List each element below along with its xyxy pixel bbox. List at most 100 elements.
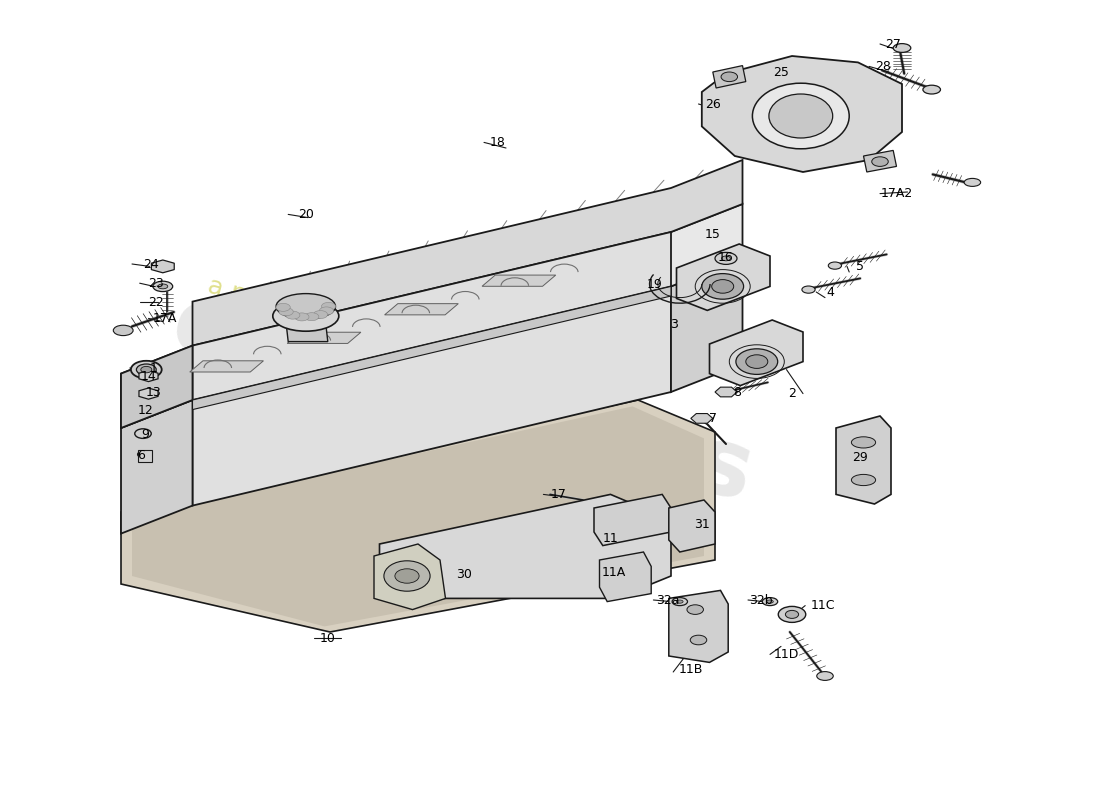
Ellipse shape <box>158 284 167 289</box>
Ellipse shape <box>712 280 734 293</box>
Polygon shape <box>287 332 361 343</box>
Ellipse shape <box>286 311 300 319</box>
Ellipse shape <box>295 313 309 321</box>
Text: 31: 31 <box>694 518 710 530</box>
Polygon shape <box>132 406 704 626</box>
Text: eurospares: eurospares <box>162 278 762 522</box>
Ellipse shape <box>851 474 876 486</box>
Ellipse shape <box>769 94 833 138</box>
Text: 28: 28 <box>876 60 891 73</box>
Ellipse shape <box>736 349 778 374</box>
Ellipse shape <box>314 310 328 318</box>
Text: 10: 10 <box>320 632 336 645</box>
Text: 4: 4 <box>826 286 835 298</box>
Polygon shape <box>713 66 746 88</box>
Polygon shape <box>676 244 770 310</box>
Text: 5: 5 <box>856 260 865 273</box>
Ellipse shape <box>153 281 173 291</box>
Text: 26: 26 <box>705 98 720 110</box>
Polygon shape <box>710 320 803 386</box>
Ellipse shape <box>828 262 842 269</box>
Ellipse shape <box>305 313 319 321</box>
Text: 17: 17 <box>551 488 566 501</box>
Text: 19: 19 <box>647 278 662 290</box>
Text: 25: 25 <box>773 66 789 78</box>
Ellipse shape <box>702 274 744 299</box>
Ellipse shape <box>136 364 156 375</box>
Text: 17A: 17A <box>153 312 177 325</box>
Polygon shape <box>121 346 192 428</box>
Ellipse shape <box>686 605 704 614</box>
Ellipse shape <box>767 600 773 603</box>
Ellipse shape <box>785 610 799 618</box>
Polygon shape <box>864 150 896 172</box>
Ellipse shape <box>672 598 688 606</box>
Text: 13: 13 <box>146 386 162 398</box>
Text: 27: 27 <box>886 38 901 50</box>
Polygon shape <box>374 544 446 610</box>
Text: 11B: 11B <box>679 663 703 676</box>
Ellipse shape <box>384 561 430 591</box>
Polygon shape <box>139 370 158 382</box>
Ellipse shape <box>395 569 419 583</box>
Ellipse shape <box>691 635 706 645</box>
Polygon shape <box>121 400 715 632</box>
Text: 29: 29 <box>852 451 868 464</box>
Text: 6: 6 <box>136 450 145 462</box>
Polygon shape <box>702 56 902 172</box>
Ellipse shape <box>319 307 333 315</box>
Text: 11D: 11D <box>773 648 800 661</box>
Ellipse shape <box>141 366 152 373</box>
Ellipse shape <box>134 429 152 438</box>
Polygon shape <box>192 286 671 506</box>
Text: 15: 15 <box>705 228 720 241</box>
Ellipse shape <box>676 600 683 603</box>
Text: 20: 20 <box>298 208 314 221</box>
Text: 24: 24 <box>143 258 158 270</box>
Text: 11: 11 <box>603 532 618 545</box>
Ellipse shape <box>279 308 294 316</box>
Polygon shape <box>691 414 713 423</box>
Polygon shape <box>836 416 891 504</box>
Polygon shape <box>594 494 671 546</box>
Ellipse shape <box>131 361 162 378</box>
Text: 7: 7 <box>708 412 717 425</box>
Text: 12: 12 <box>138 404 153 417</box>
Text: 11C: 11C <box>811 599 835 612</box>
Ellipse shape <box>893 43 911 53</box>
Polygon shape <box>192 286 671 410</box>
Polygon shape <box>152 260 174 273</box>
Ellipse shape <box>113 326 133 336</box>
Polygon shape <box>286 322 328 342</box>
Ellipse shape <box>752 83 849 149</box>
Ellipse shape <box>276 303 290 311</box>
Polygon shape <box>192 232 671 400</box>
Text: 23: 23 <box>148 277 164 290</box>
Polygon shape <box>669 590 728 662</box>
Ellipse shape <box>746 354 768 368</box>
Ellipse shape <box>273 301 339 331</box>
Ellipse shape <box>722 256 730 261</box>
Ellipse shape <box>138 451 148 458</box>
Text: 17A2: 17A2 <box>880 187 913 200</box>
Polygon shape <box>139 388 158 399</box>
Text: 16: 16 <box>718 251 734 264</box>
Text: 9: 9 <box>141 428 150 441</box>
Ellipse shape <box>722 72 738 82</box>
Ellipse shape <box>964 178 981 186</box>
Ellipse shape <box>321 302 336 310</box>
Polygon shape <box>121 400 192 534</box>
Polygon shape <box>121 204 743 428</box>
Text: 8: 8 <box>733 386 741 398</box>
Polygon shape <box>671 258 742 392</box>
Text: 14: 14 <box>141 370 156 382</box>
Text: 22: 22 <box>148 296 164 309</box>
Ellipse shape <box>816 671 834 680</box>
Polygon shape <box>138 450 152 462</box>
Polygon shape <box>715 387 737 397</box>
Polygon shape <box>600 552 651 602</box>
Polygon shape <box>669 500 715 552</box>
Polygon shape <box>192 160 742 346</box>
Text: 2: 2 <box>788 387 796 400</box>
Text: 18: 18 <box>490 136 505 149</box>
